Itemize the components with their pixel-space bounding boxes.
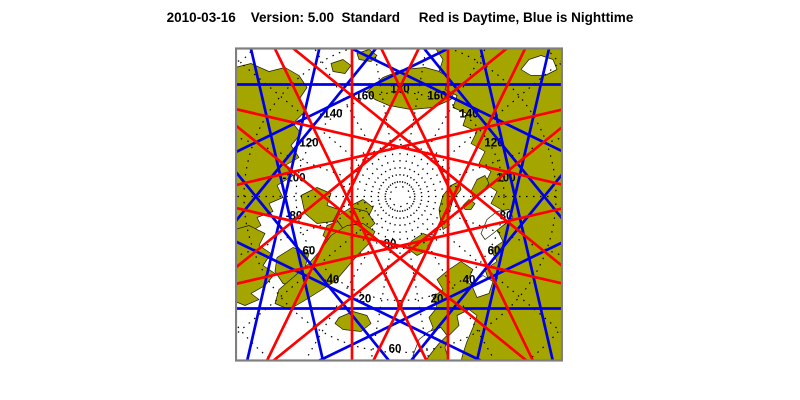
day-track [235, 206, 563, 286]
graticule-meridian [359, 206, 392, 245]
map-frame [234, 47, 564, 362]
graticule-meridian [338, 198, 387, 208]
graticule-meridian [408, 148, 441, 187]
graticule-meridian [378, 209, 396, 255]
polar-map: -160-140-120-100-80-60-40-20020406080100… [234, 47, 564, 362]
land-wrangel [330, 59, 352, 74]
plot-title: 2010-03-16 Version: 5.00 Standard Red is… [166, 10, 634, 25]
graticule-meridian [404, 209, 422, 255]
day-track [289, 47, 563, 269]
latitude-label: 60 [389, 344, 402, 356]
day-track [371, 47, 528, 362]
land-franz-josef [462, 199, 476, 210]
day-track [265, 47, 421, 362]
graticule-meridian [313, 47, 394, 185]
map-layers: -160-140-120-100-80-60-40-20020406080100… [235, 47, 563, 362]
longitude-label: -160 [351, 91, 374, 103]
graticule-meridian [370, 210, 399, 362]
labels-layer: -160-140-120-100-80-60-40-20020406080100… [282, 84, 515, 356]
graticule-meridian [359, 148, 392, 187]
graticule-parallel [389, 185, 411, 208]
graticule-meridian [235, 200, 388, 258]
day-tracks-layer [235, 47, 563, 362]
day-track [235, 123, 530, 362]
graticule-meridian [373, 47, 399, 183]
polar-map-canvas: -160-140-120-100-80-60-40-20020406080100… [234, 47, 564, 362]
graticule-meridian [408, 206, 441, 245]
day-track [379, 47, 535, 362]
graticule-meridian [413, 198, 462, 208]
graticule-meridian [346, 164, 389, 191]
graticule-meridian [235, 135, 388, 193]
day-track [235, 206, 563, 285]
graticule-meridian [412, 136, 563, 193]
graticule-meridian [413, 185, 462, 195]
graticule-meridian [411, 202, 454, 229]
graticule-meridian [406, 47, 487, 185]
graticule-meridian [412, 200, 563, 257]
graticule-meridian [404, 138, 422, 184]
graticule-parallel [295, 91, 505, 302]
day-track [235, 108, 563, 187]
graticule-meridian [338, 185, 387, 195]
day-track [270, 124, 563, 362]
day-track [235, 107, 563, 187]
graticule-parallel [243, 47, 557, 354]
graticule-meridian [411, 164, 454, 191]
water-anadyr-gulf [520, 55, 558, 76]
graticule-meridian [378, 138, 396, 184]
graticule-meridian [401, 210, 430, 362]
graticule-meridian [401, 47, 427, 183]
day-track [272, 47, 429, 362]
graticule-meridian [304, 208, 394, 362]
graticule-meridian [346, 202, 389, 229]
day-track [235, 47, 511, 270]
graticule-meridian [406, 208, 496, 362]
